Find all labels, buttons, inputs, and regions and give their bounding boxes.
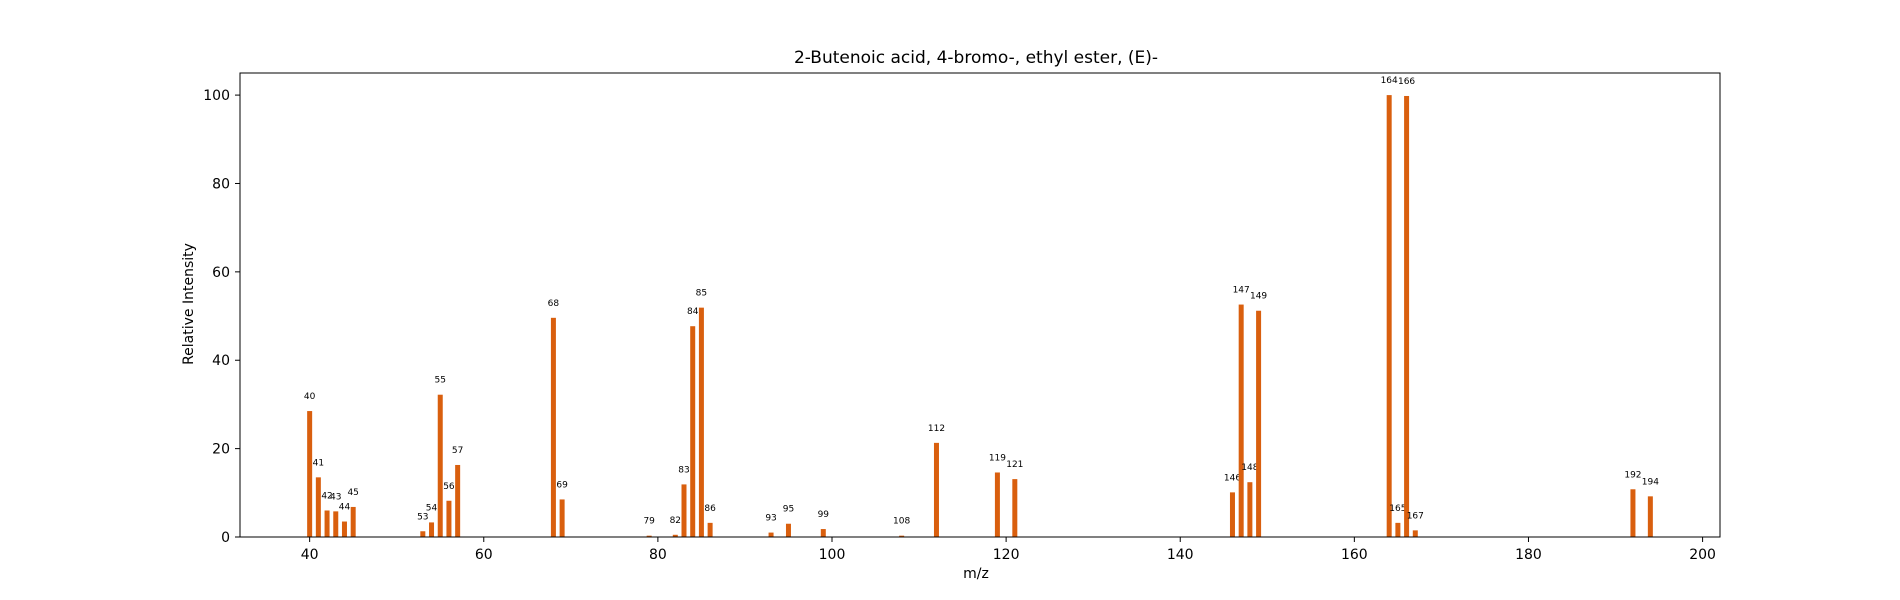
peak-label-45: 45 [347, 488, 358, 498]
peak-label-147: 147 [1233, 286, 1250, 296]
y-tick-label-20: 20 [212, 442, 230, 458]
x-axis-label: m/z [963, 566, 989, 582]
peak-label-99: 99 [818, 510, 830, 520]
x-tick-label-120: 120 [993, 547, 1020, 563]
peak-label-85: 85 [696, 289, 707, 299]
peak-bar-108 [899, 535, 905, 537]
x-tick-label-80: 80 [649, 547, 667, 563]
x-tick-label-60: 60 [475, 547, 493, 563]
peak-bar-83 [681, 484, 687, 537]
peak-label-84: 84 [687, 307, 699, 317]
peak-label-164: 164 [1381, 76, 1398, 86]
peak-label-166: 166 [1398, 77, 1415, 87]
peak-bar-82 [672, 534, 678, 537]
peak-label-43: 43 [330, 492, 341, 502]
peak-label-44: 44 [339, 503, 351, 513]
peak-label-121: 121 [1006, 460, 1023, 470]
peak-bar-194 [1647, 496, 1653, 537]
peak-bar-166 [1404, 95, 1410, 537]
peak-label-55: 55 [435, 376, 446, 386]
peak-bar-57 [455, 464, 461, 537]
peak-label-69: 69 [556, 480, 568, 490]
x-tick-label-100: 100 [819, 547, 846, 563]
peak-bar-119 [994, 472, 1000, 537]
peak-bar-146 [1229, 492, 1235, 537]
peak-bar-164 [1386, 95, 1392, 537]
peak-bar-86 [707, 522, 713, 537]
y-tick-label-60: 60 [212, 265, 230, 281]
peak-bar-45 [350, 506, 356, 537]
peak-bar-40 [307, 411, 313, 537]
peak-label-165: 165 [1389, 504, 1406, 514]
peak-label-42: 42 [321, 491, 332, 501]
peak-bar-54 [429, 522, 435, 537]
peak-label-119: 119 [989, 453, 1006, 463]
peak-bar-148 [1247, 482, 1253, 537]
peak-label-54: 54 [426, 503, 438, 513]
x-tick-label-160: 160 [1341, 547, 1368, 563]
peak-label-148: 148 [1241, 463, 1258, 473]
peak-label-40: 40 [304, 392, 316, 402]
peak-bar-99 [820, 529, 826, 537]
peak-label-82: 82 [670, 516, 681, 526]
x-tick-label-180: 180 [1515, 547, 1542, 563]
peak-bar-79 [646, 535, 652, 537]
peak-bar-95 [785, 523, 791, 537]
peak-label-56: 56 [443, 482, 455, 492]
peak-label-86: 86 [704, 504, 716, 514]
peak-bar-55 [437, 394, 443, 537]
peak-bar-167 [1412, 530, 1418, 537]
peak-label-41: 41 [313, 458, 324, 468]
peak-bar-112 [933, 442, 939, 537]
y-tick-label-0: 0 [221, 530, 230, 546]
peak-bar-147 [1238, 304, 1244, 537]
peak-label-95: 95 [783, 505, 794, 515]
peak-label-167: 167 [1407, 511, 1424, 521]
peak-bar-44 [341, 521, 347, 537]
peak-label-93: 93 [765, 514, 776, 524]
peak-bar-56 [446, 500, 452, 537]
axes-frame [239, 72, 1721, 538]
peak-bar-149 [1256, 310, 1262, 537]
peak-bar-68 [550, 317, 556, 537]
peak-bar-93 [768, 532, 774, 537]
x-tick-label-140: 140 [1167, 547, 1194, 563]
x-tick-label-40: 40 [301, 547, 319, 563]
peak-label-192: 192 [1624, 470, 1641, 480]
y-tick-label-80: 80 [212, 176, 230, 192]
chart-title: 2-Butenoic acid, 4-bromo-, ethyl ester, … [794, 48, 1158, 68]
y-tick-label-40: 40 [212, 353, 230, 369]
peak-bar-84 [690, 326, 696, 537]
peak-label-57: 57 [452, 446, 463, 456]
peak-bar-69 [559, 499, 565, 537]
peak-bar-121 [1012, 479, 1018, 537]
peak-label-194: 194 [1642, 477, 1659, 487]
peak-bar-41 [315, 477, 321, 537]
peak-bar-53 [420, 531, 426, 537]
peak-bar-85 [698, 307, 704, 537]
peak-bar-192 [1630, 489, 1636, 537]
peak-label-146: 146 [1224, 473, 1241, 483]
peak-label-53: 53 [417, 512, 428, 522]
peak-bar-42 [324, 510, 330, 537]
peak-label-83: 83 [678, 465, 689, 475]
peak-label-112: 112 [928, 424, 945, 434]
peak-bar-165 [1395, 522, 1401, 537]
peak-label-108: 108 [893, 517, 910, 527]
peak-label-68: 68 [548, 299, 560, 309]
peak-bar-43 [333, 511, 339, 537]
y-tick-label-100: 100 [203, 88, 230, 104]
peak-label-149: 149 [1250, 292, 1267, 302]
y-axis-label: Relative Intensity [181, 243, 197, 365]
x-tick-label-200: 200 [1689, 547, 1716, 563]
peak-label-79: 79 [643, 517, 655, 527]
